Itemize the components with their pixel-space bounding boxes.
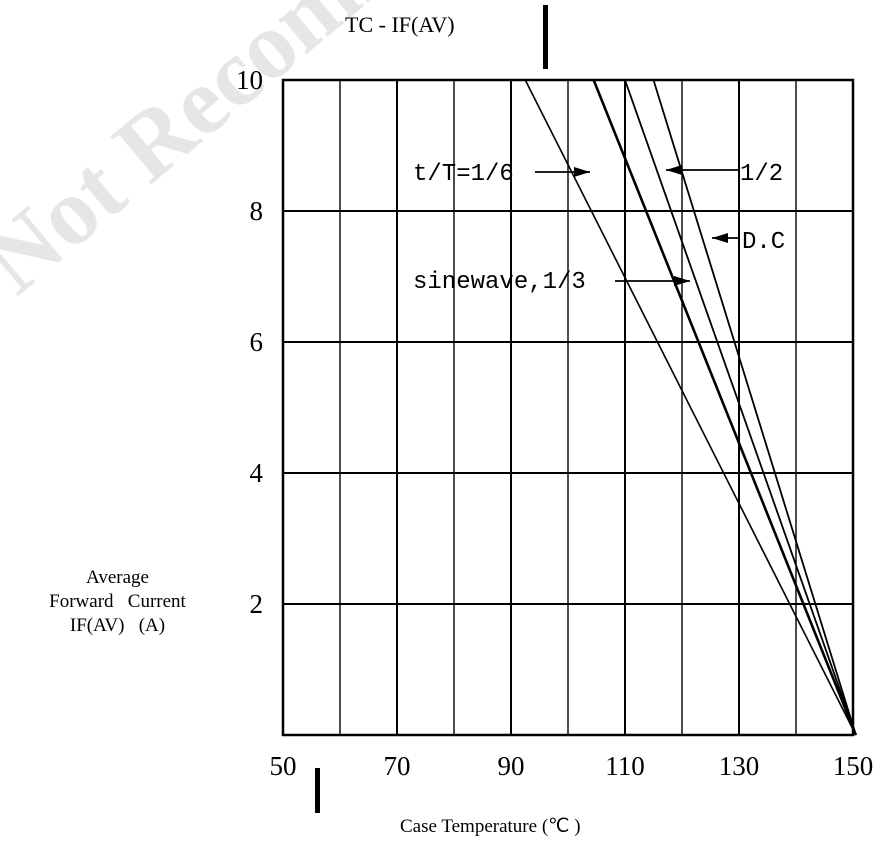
annotation-label: t/T=1/6	[413, 161, 514, 188]
y-tick-label: 6	[250, 327, 264, 357]
title-marker-bar	[543, 5, 548, 69]
x-tick-label: 150	[833, 751, 874, 781]
x-tick-label: 70	[384, 751, 411, 781]
annotation-label: 1/2	[740, 161, 783, 188]
y-tick-label: 4	[250, 458, 264, 488]
annotation-arrow-head	[666, 165, 682, 175]
annotation-label: D.C	[742, 229, 785, 256]
y-axis-label-line-3: IF(AV) (A)	[69, 615, 166, 636]
annotation-arrow-head	[674, 276, 690, 286]
y-tick-label: 8	[250, 196, 264, 226]
x-tick-label: 50	[270, 751, 297, 781]
x-tick-label: 130	[719, 751, 760, 781]
x-axis-label: Case Temperature (℃ )	[400, 816, 581, 837]
series-line-2	[592, 79, 858, 736]
y-tick-label: 10	[236, 65, 263, 95]
annotation-arrow-head	[712, 233, 728, 243]
series-line-3	[624, 79, 857, 736]
x-tick-label: 90	[498, 751, 525, 781]
y-tick-label: 2	[250, 589, 264, 619]
x-axis-marker-bar	[315, 768, 320, 813]
y-axis-label: Average Forward Current IF(AV) (A)	[10, 566, 225, 638]
series-line-4	[652, 79, 857, 736]
series-line-1	[524, 79, 857, 736]
y-axis-label-line-2: Forward Current	[49, 591, 186, 612]
y-axis-label-line-1: Average	[86, 567, 149, 588]
chart-title: TC - IF(AV)	[345, 12, 455, 37]
annotation-arrow-head	[574, 167, 590, 177]
annotation-label: sinewave,1/3	[413, 269, 586, 296]
x-tick-label: 110	[605, 751, 645, 781]
